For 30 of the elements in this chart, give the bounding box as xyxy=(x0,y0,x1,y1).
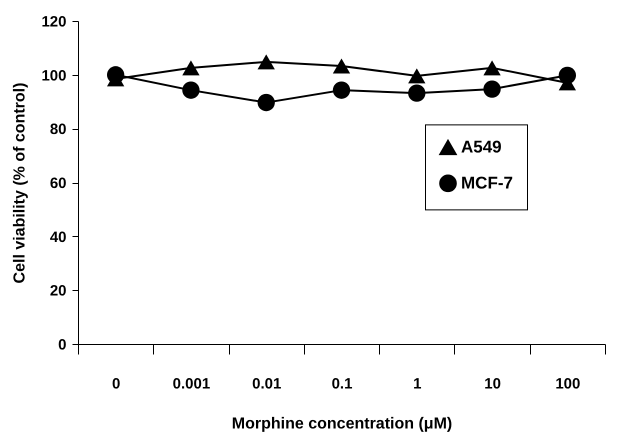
x-tick-label: 100 xyxy=(555,376,580,392)
point xyxy=(258,94,275,112)
y-tick-label: 120 xyxy=(41,14,66,30)
x-tick-label: 0 xyxy=(112,376,120,392)
x-axis-title: Morphine concentration (μM) xyxy=(232,416,452,432)
point xyxy=(408,68,426,84)
x-tick-label: 1 xyxy=(413,376,422,392)
y-axis-title: Cell viability (% of control) xyxy=(11,82,28,284)
point xyxy=(258,54,275,70)
point xyxy=(182,82,200,99)
x-tick-label: 0.01 xyxy=(252,376,282,392)
point xyxy=(332,58,350,74)
y-tick-label: 80 xyxy=(50,121,66,138)
point xyxy=(558,66,576,84)
x-tick-label: 0.1 xyxy=(332,376,352,392)
point xyxy=(182,60,200,76)
legend-label: MCF-7 xyxy=(461,173,513,192)
y-tick-label: 0 xyxy=(58,336,66,354)
point xyxy=(483,60,501,76)
point xyxy=(106,66,124,84)
x-tick-label: 0.001 xyxy=(172,376,210,392)
y-tick-label: 100 xyxy=(41,67,66,84)
y-tick-label: 20 xyxy=(50,282,66,300)
x-tick-label: 10 xyxy=(484,376,501,392)
point xyxy=(332,82,350,99)
y-tick-label: 40 xyxy=(50,228,66,246)
point xyxy=(408,84,426,102)
legend-label: A549 xyxy=(461,137,502,156)
y-tick-label: 60 xyxy=(50,175,66,192)
point xyxy=(483,80,501,98)
